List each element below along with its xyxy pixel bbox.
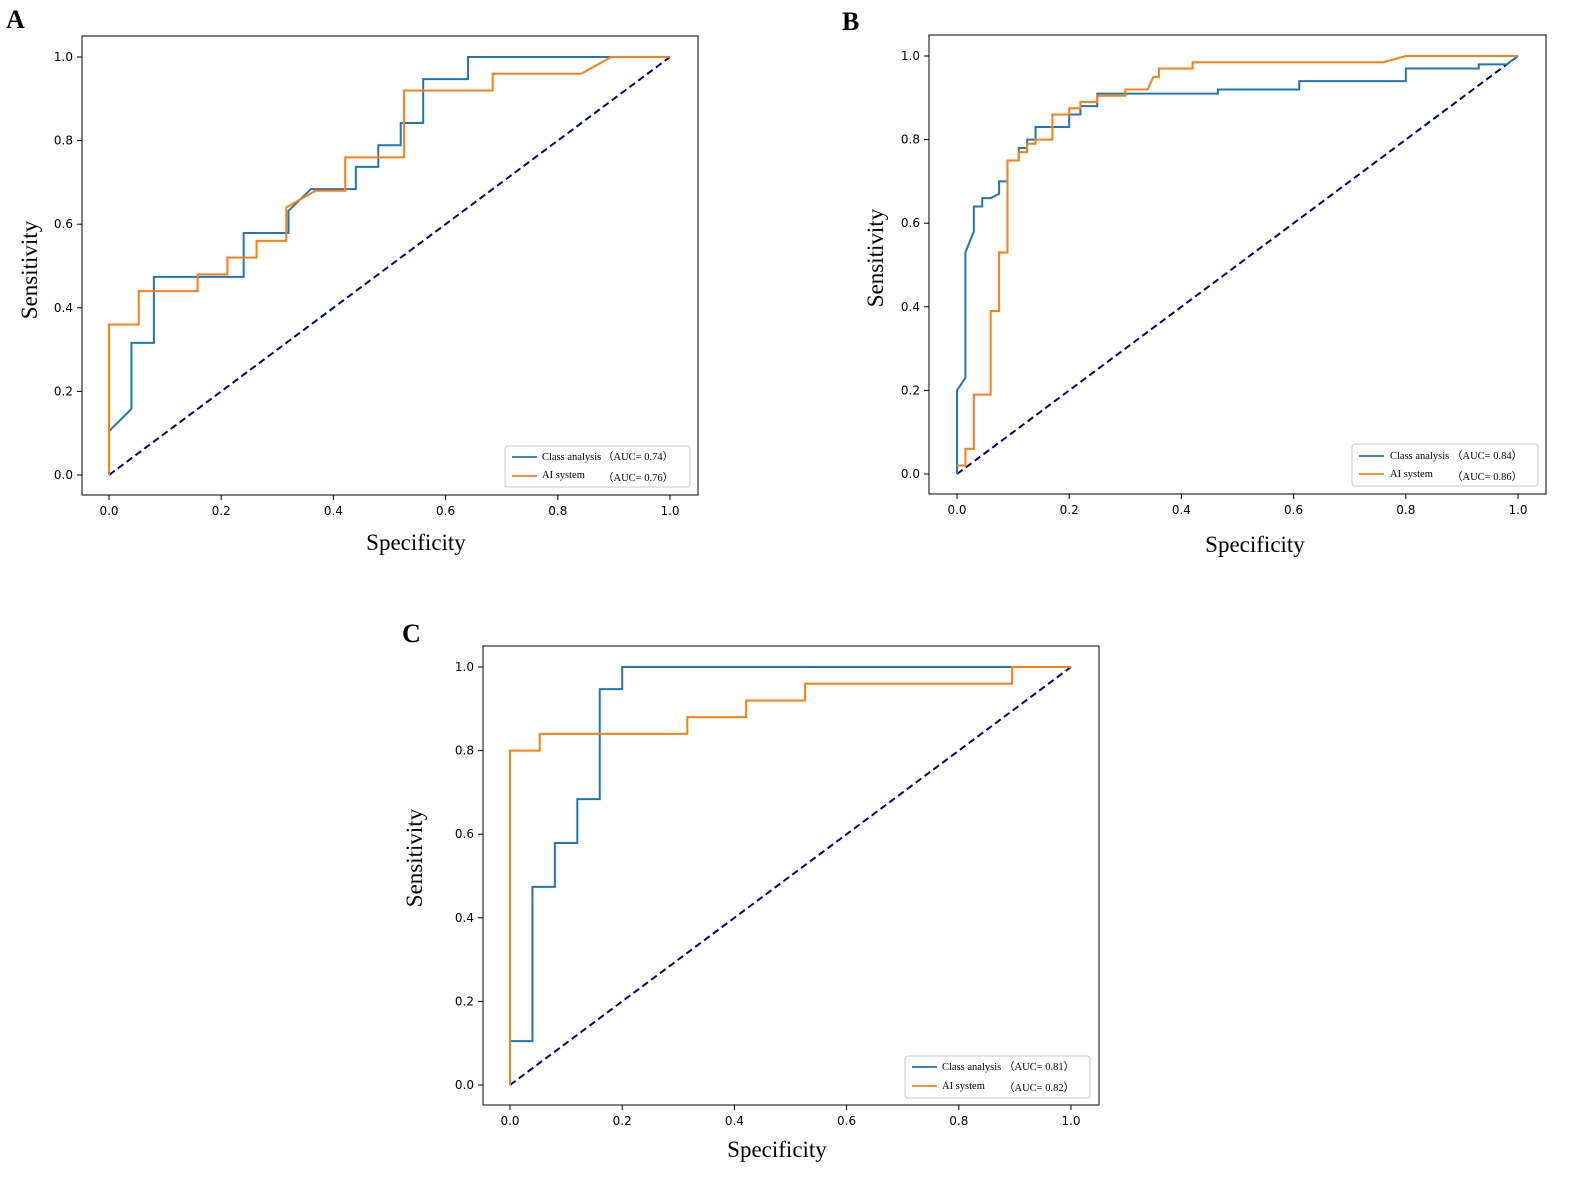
y-tick-label-a-0: 0.0: [54, 468, 73, 482]
x-tick-label-c-2: 0.4: [725, 1114, 744, 1128]
y-tick-label-b-4: 0.8: [901, 133, 920, 147]
legend-box-a: [504, 445, 691, 488]
tick-layer-c: 0.0 0.2 0.4 0.6 0.8 1.0 0.0 0.2 0.4 0.6 0.8 1.0: [455, 660, 1081, 1128]
y-axis-title-b: Sensitivity: [863, 208, 888, 307]
x-tick-label-a-3: 0.6: [436, 504, 455, 518]
y-tick-label-c-1: 0.2: [455, 994, 474, 1008]
legend-auc-class-c: （AUC= 0.81）: [1004, 1061, 1074, 1073]
series-layer-c: [509, 666, 1072, 1086]
plot-frame-b: [928, 34, 1547, 495]
x-tick-label-c-4: 0.8: [949, 1114, 968, 1128]
roc-curve-ai-system-a: [108, 56, 670, 475]
x-tick-label-c-3: 0.6: [837, 1114, 856, 1128]
legend-auc-class-b: （AUC= 0.84）: [1452, 450, 1522, 462]
y-tick-label-a-1: 0.2: [54, 384, 73, 398]
y-tick-label-a-4: 0.8: [54, 134, 73, 148]
y-tick-label-c-0: 0.0: [455, 1078, 474, 1092]
x-tick-label-a-4: 0.8: [548, 504, 567, 518]
x-tick-label-a-0: 0.0: [99, 504, 118, 518]
y-tick-label-c-2: 0.4: [455, 911, 474, 925]
y-tick-label-c-5: 1.0: [455, 660, 474, 674]
reference-diagonal-line-c: [509, 666, 1072, 1086]
panel-b: B 0.0 0.2 0.4 0.6 0.8 1.0 0.0 0.2 0.4 0.6 0.8 1.0 S…: [842, 7, 1547, 557]
legend-auc-ai-a: （AUC= 0.76）: [603, 472, 673, 484]
legend-auc-ai-b: （AUC= 0.86）: [1452, 471, 1522, 483]
legend-label-class-b: Class analysis: [1390, 451, 1449, 462]
y-tick-label-b-3: 0.6: [901, 216, 920, 230]
y-tick-label-a-3: 0.6: [54, 217, 73, 231]
roc-curve-class-analysis-c: [509, 666, 1071, 1085]
y-axis-title-a: Sensitivity: [17, 220, 42, 319]
legend-label-ai-b: AI system: [1390, 469, 1433, 480]
panel-label-a: A: [6, 5, 25, 34]
y-tick-label-b-2: 0.4: [901, 300, 920, 314]
roc-curve-ai-system-b: [957, 55, 1518, 467]
legend-box-c: [904, 1055, 1091, 1099]
tick-layer-b: 0.0 0.2 0.4 0.6 0.8 1.0 0.0 0.2 0.4 0.6 0.8 1.0: [901, 49, 1528, 517]
y-tick-label-b-1: 0.2: [901, 383, 920, 397]
panel-c: C 0.0 0.2 0.4 0.6 0.8 1.0 0.0 0.2 0.4 0.6 0.8 1.0 S…: [402, 619, 1100, 1162]
series-layer-b: [956, 55, 1519, 475]
legend-b: Class analysis （AUC= 0.84） AI system （AU…: [1351, 443, 1539, 487]
x-tick-label-b-0: 0.0: [947, 503, 966, 517]
x-tick-label-b-1: 0.2: [1060, 503, 1079, 517]
legend-label-ai-c: AI system: [942, 1081, 985, 1092]
tick-layer-a: 0.0 0.2 0.4 0.6 0.8 1.0 0.0 0.2 0.4 0.6 0.8 1.0: [54, 50, 680, 518]
y-axis-title-c: Sensitivity: [402, 808, 427, 907]
legend-label-ai-a: AI system: [542, 470, 585, 481]
series-layer-a: [108, 56, 671, 476]
legend-box-b: [1351, 443, 1539, 487]
roc-curve-class-analysis-a: [108, 56, 670, 475]
x-tick-label-c-5: 1.0: [1061, 1114, 1080, 1128]
x-axis-title-a: Specificity: [366, 530, 466, 555]
x-axis-title-c: Specificity: [727, 1137, 827, 1162]
legend-c: Class analysis （AUC= 0.81） AI system （AU…: [904, 1055, 1091, 1099]
x-axis-title-b: Specificity: [1205, 532, 1305, 557]
x-tick-label-b-5: 1.0: [1508, 503, 1527, 517]
y-tick-label-a-2: 0.4: [54, 301, 73, 315]
legend-a: Class analysis （AUC= 0.74） AI system （AU…: [504, 445, 691, 488]
x-tick-label-c-1: 0.2: [613, 1114, 632, 1128]
x-tick-label-a-1: 0.2: [212, 504, 231, 518]
legend-label-class-c: Class analysis: [942, 1062, 1001, 1073]
y-tick-label-c-4: 0.8: [455, 744, 474, 758]
panel-a: A 0.0 0.2 0.4 0.6 0.8 1.0 0.0 0.2 0.4 0.6 0.8 1.0 S…: [6, 5, 699, 555]
legend-label-class-a: Class analysis: [542, 452, 601, 463]
panel-label-c: C: [402, 619, 421, 648]
reference-diagonal-line-b: [956, 55, 1519, 475]
legend-auc-class-a: （AUC= 0.74）: [603, 451, 673, 463]
panel-label-b: B: [842, 7, 859, 36]
y-tick-label-b-5: 1.0: [901, 49, 920, 63]
plot-frame-a: [81, 35, 699, 496]
plot-frame-c: [482, 645, 1100, 1106]
reference-diagonal-line-a: [108, 56, 671, 476]
y-tick-label-b-0: 0.0: [901, 467, 920, 481]
x-tick-label-c-0: 0.0: [500, 1114, 519, 1128]
x-tick-label-a-2: 0.4: [324, 504, 343, 518]
y-tick-label-c-3: 0.6: [455, 827, 474, 841]
roc-curve-ai-system-c: [509, 666, 1071, 1085]
y-tick-label-a-5: 1.0: [54, 50, 73, 64]
x-tick-label-a-5: 1.0: [660, 504, 679, 518]
x-tick-label-b-4: 0.8: [1396, 503, 1415, 517]
x-tick-label-b-2: 0.4: [1172, 503, 1191, 517]
legend-auc-ai-c: （AUC= 0.82）: [1004, 1082, 1074, 1094]
x-tick-label-b-3: 0.6: [1284, 503, 1303, 517]
